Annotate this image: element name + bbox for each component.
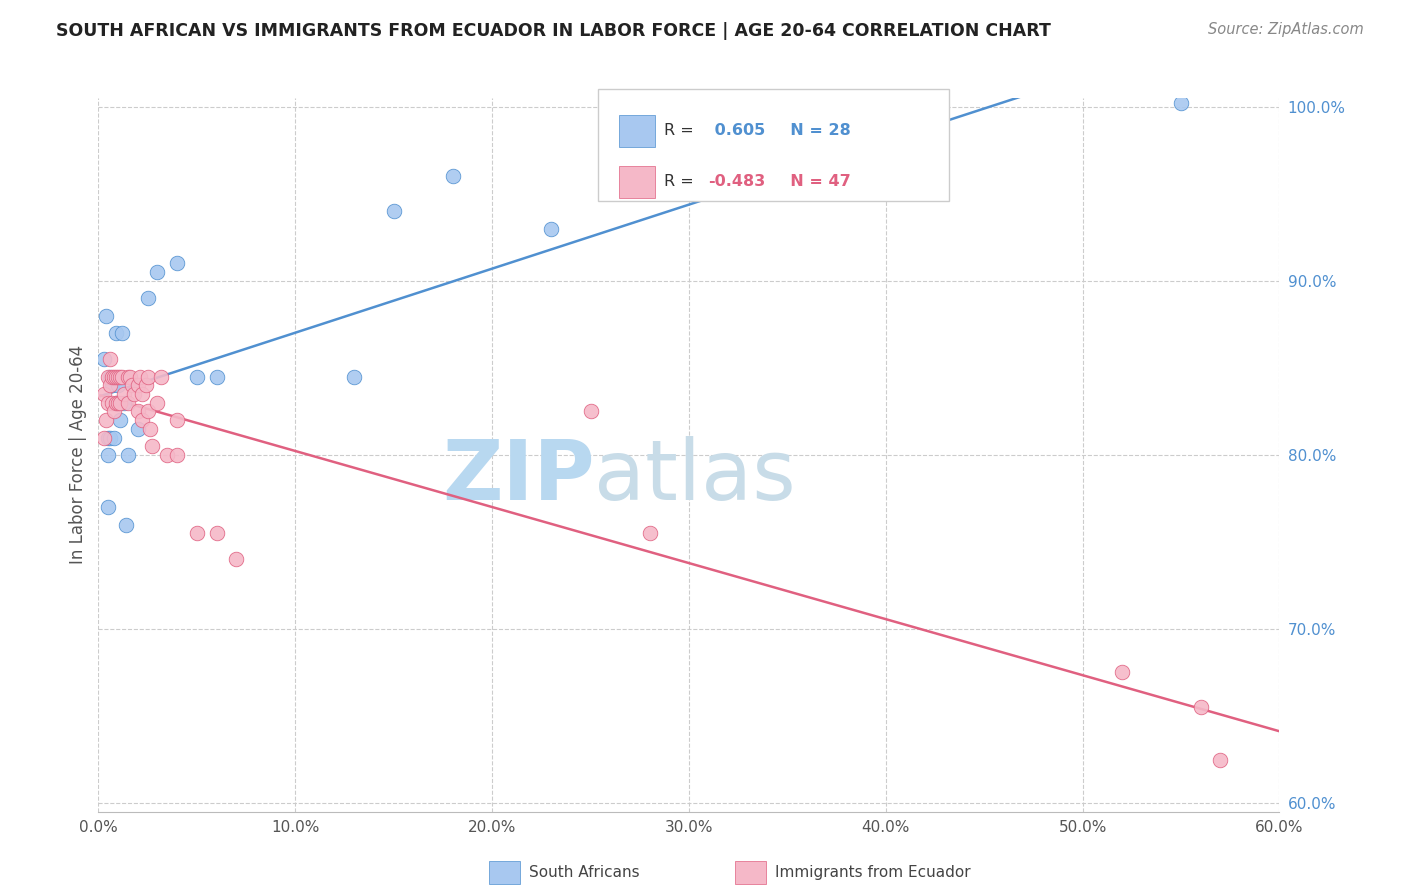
Point — [156, 448, 179, 462]
Point — [108, 413, 131, 427]
Text: R =: R = — [664, 174, 699, 189]
Point — [186, 369, 208, 384]
Text: Immigrants from Ecuador: Immigrants from Ecuador — [775, 865, 970, 880]
Point — [146, 395, 169, 409]
Point — [98, 378, 121, 392]
Point — [97, 500, 120, 515]
Point — [112, 395, 135, 409]
Point — [138, 422, 160, 436]
Point — [225, 552, 247, 566]
Text: N = 47: N = 47 — [779, 174, 851, 189]
Point — [98, 369, 121, 384]
Point — [107, 369, 129, 384]
Point — [111, 369, 134, 384]
Point — [186, 526, 208, 541]
Point — [101, 378, 124, 392]
Point — [111, 326, 134, 340]
Point — [136, 369, 159, 384]
Point — [1170, 96, 1192, 111]
Point — [127, 404, 149, 418]
Point — [146, 265, 169, 279]
Point — [108, 395, 131, 409]
Point — [101, 369, 124, 384]
Point — [166, 448, 188, 462]
Point — [117, 395, 139, 409]
Point — [117, 448, 139, 462]
Point — [105, 326, 128, 340]
Point — [1189, 700, 1212, 714]
Point — [107, 378, 129, 392]
Point — [115, 517, 138, 532]
Point — [105, 395, 128, 409]
Point — [343, 369, 366, 384]
Point — [136, 291, 159, 305]
Point — [166, 413, 188, 427]
Point — [93, 430, 115, 444]
Point — [540, 221, 562, 235]
Point — [579, 404, 602, 418]
Point — [441, 169, 464, 184]
Point — [121, 378, 143, 392]
Text: R =: R = — [664, 123, 699, 138]
Point — [105, 395, 128, 409]
Point — [96, 413, 118, 427]
Point — [382, 204, 405, 219]
Point — [141, 439, 163, 453]
Text: N = 28: N = 28 — [779, 123, 851, 138]
Point — [93, 352, 115, 367]
Point — [131, 387, 153, 401]
Text: 0.605: 0.605 — [709, 123, 765, 138]
Point — [96, 309, 118, 323]
Point — [1209, 752, 1232, 766]
Text: atlas: atlas — [595, 436, 796, 516]
Point — [128, 369, 150, 384]
Point — [105, 369, 128, 384]
Point — [127, 422, 149, 436]
Point — [103, 369, 125, 384]
Point — [97, 448, 120, 462]
Point — [97, 369, 120, 384]
Text: -0.483: -0.483 — [709, 174, 766, 189]
Point — [638, 526, 661, 541]
Point — [135, 378, 157, 392]
Y-axis label: In Labor Force | Age 20-64: In Labor Force | Age 20-64 — [69, 345, 87, 565]
Point — [97, 395, 120, 409]
Point — [122, 387, 145, 401]
Point — [103, 430, 125, 444]
Point — [98, 352, 121, 367]
Point — [205, 526, 228, 541]
Point — [93, 387, 115, 401]
Point — [150, 369, 173, 384]
Point — [107, 395, 129, 409]
Point — [97, 430, 120, 444]
Point — [101, 395, 124, 409]
Point — [118, 369, 141, 384]
Text: Source: ZipAtlas.com: Source: ZipAtlas.com — [1208, 22, 1364, 37]
Point — [98, 430, 121, 444]
Text: ZIP: ZIP — [441, 436, 595, 516]
Point — [166, 256, 188, 270]
Point — [1111, 665, 1133, 680]
Point — [117, 369, 139, 384]
Point — [205, 369, 228, 384]
Point — [127, 378, 149, 392]
Text: South Africans: South Africans — [529, 865, 640, 880]
Point — [136, 404, 159, 418]
Point — [131, 413, 153, 427]
Point — [103, 404, 125, 418]
Point — [108, 369, 131, 384]
Point — [112, 387, 135, 401]
Text: SOUTH AFRICAN VS IMMIGRANTS FROM ECUADOR IN LABOR FORCE | AGE 20-64 CORRELATION : SOUTH AFRICAN VS IMMIGRANTS FROM ECUADOR… — [56, 22, 1052, 40]
